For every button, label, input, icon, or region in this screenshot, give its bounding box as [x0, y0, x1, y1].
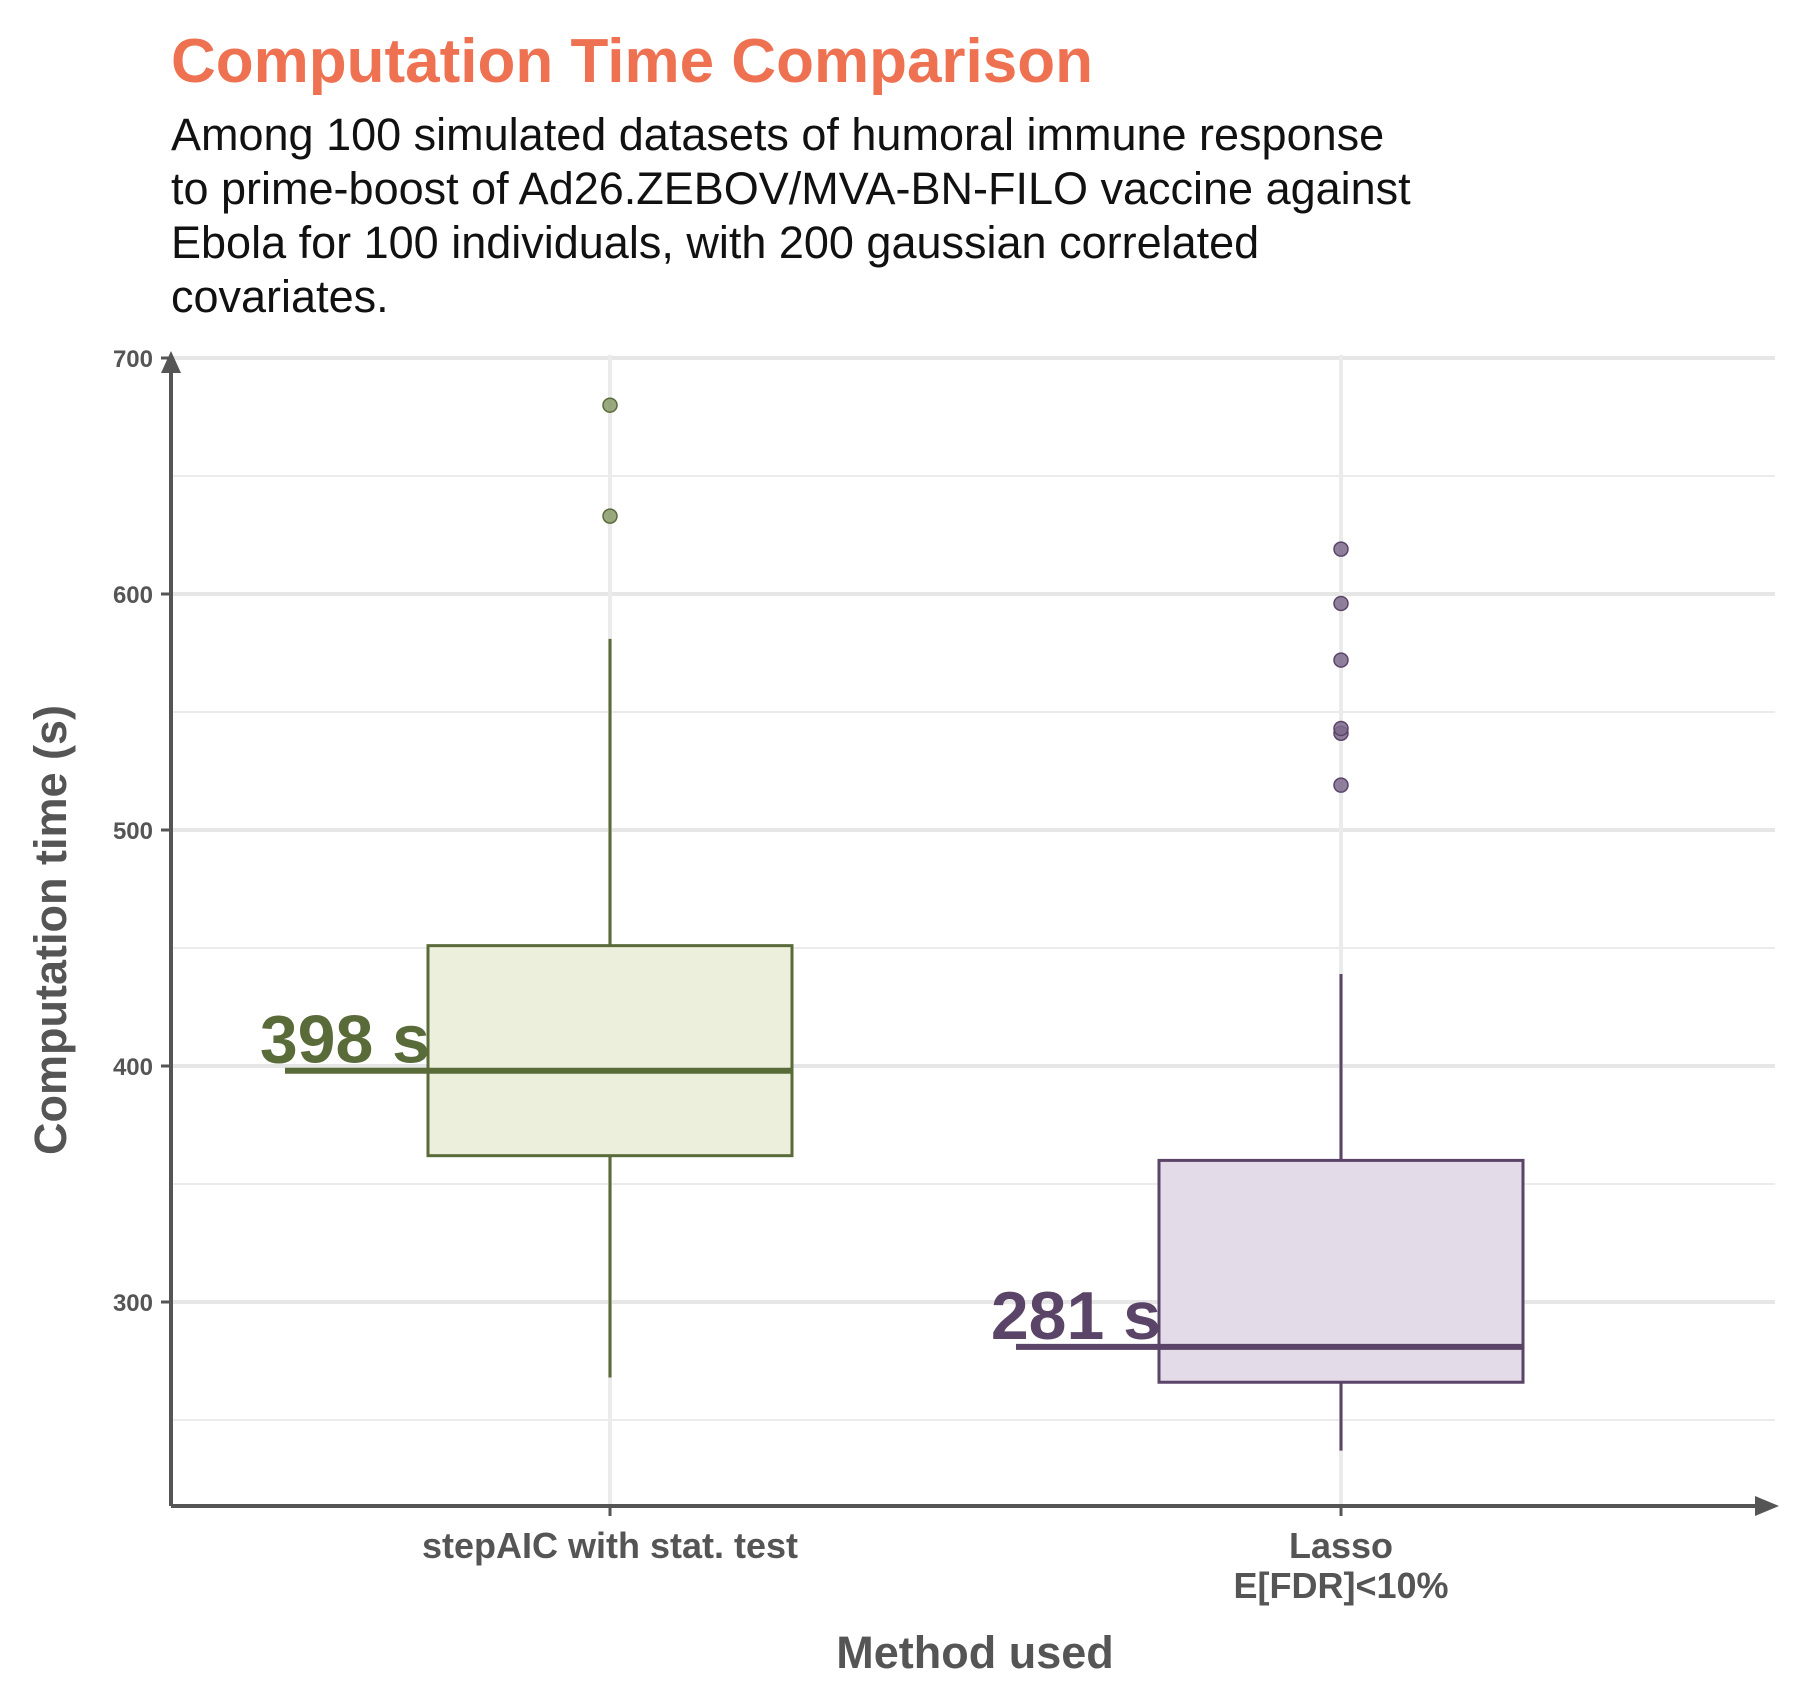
- median-label: 398 s: [260, 1002, 430, 1078]
- median-label: 281 s: [991, 1278, 1161, 1354]
- y-axis-arrow: [161, 351, 181, 373]
- x-tick-label: Lasso E[FDR]<10%: [1233, 1525, 1448, 1606]
- y-tick-label: 400: [113, 1054, 153, 1081]
- outlier-point: [602, 397, 618, 413]
- y-tick-label: 500: [113, 818, 153, 845]
- outlier-point: [1333, 720, 1349, 737]
- outlier-point: [1333, 541, 1349, 557]
- chart-subtitle: Among 100 simulated datasets of humoral …: [171, 109, 1411, 322]
- y-tick-label: 600: [113, 582, 153, 609]
- x-axis-title: Method used: [836, 1627, 1114, 1678]
- outlier-point: [1333, 777, 1349, 793]
- outlier-point: [602, 508, 618, 524]
- chart-title: Computation Time Comparison: [171, 27, 1094, 96]
- y-tick-label: 300: [113, 1290, 153, 1317]
- x-tick-label: stepAIC with stat. test: [422, 1525, 798, 1566]
- x-axis-arrow: [1755, 1496, 1779, 1516]
- box: [426, 944, 794, 1158]
- outlier-point: [1333, 595, 1349, 612]
- y-axis-title: Computation time (s): [25, 705, 76, 1155]
- outlier-point: [1333, 652, 1349, 668]
- y-tick-label: 700: [113, 346, 153, 373]
